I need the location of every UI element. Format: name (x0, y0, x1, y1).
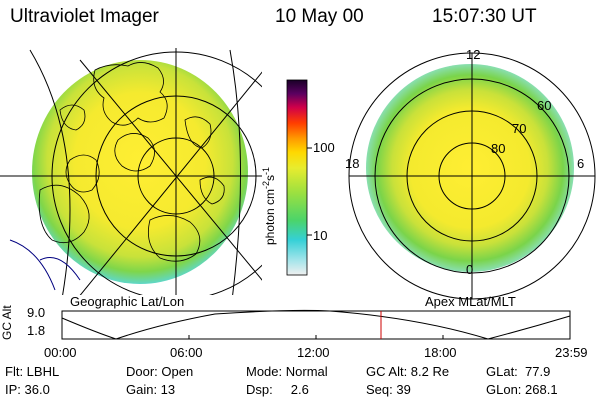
auroral-emission-right (366, 64, 574, 272)
timeline-ticks (188, 335, 444, 339)
timeline-ytick-9: 9.0 (27, 305, 46, 320)
info-ip: IP: 36.0 (5, 382, 50, 397)
image-time: 15:07:30 UT (432, 6, 537, 27)
info-filter: Flt: LBHL (5, 364, 60, 379)
apex-caption: Apex MLat/MLT (425, 294, 516, 309)
mlat-label-60: 60 (537, 98, 552, 113)
timeline-ytick-1.8: 1.8 (27, 323, 46, 338)
info-seq: Seq: 39 (366, 382, 411, 397)
colorbar-label-10: 10 (313, 228, 328, 243)
mlt-label-12: 12 (466, 47, 481, 62)
info-gc-alt: GC Alt: 8.2 Re (366, 364, 450, 379)
mlt-label-0: 0 (466, 262, 474, 277)
lat-lon-grid (0, 48, 262, 295)
colorbar-unit: photon cm-2s-1 (261, 166, 277, 245)
instrument-title: Ultraviolet Imager (10, 6, 159, 27)
info-door: Door: Open (126, 364, 194, 379)
info-dsp: Dsp: 2.6 (246, 382, 309, 397)
info-glon: GLon: 268.1 (486, 382, 558, 397)
image-date: 10 May 00 (275, 6, 364, 27)
timeline-x-0600: 06:00 (170, 345, 203, 360)
colorbar-label-100: 100 (313, 140, 335, 155)
auroral-emission-left (32, 60, 248, 284)
timeline-x-0000: 00:00 (44, 345, 77, 360)
mlat-mlt-image (348, 52, 596, 300)
mlat-label-80: 80 (491, 141, 506, 156)
mlat-grid (349, 53, 595, 299)
timeline-x-1800: 18:00 (424, 345, 457, 360)
coastline-blue (9, 239, 81, 291)
info-glat: GLat: 77.9 (486, 364, 551, 379)
timeline-x-2359: 23:59 (555, 345, 588, 360)
mlat-label-70: 70 (512, 121, 527, 136)
colorbar (286, 79, 308, 276)
altitude-plot-frame (61, 310, 571, 340)
geographic-image (0, 48, 262, 295)
mlt-label-6: 6 (577, 156, 585, 171)
coastline-outlines (38, 62, 225, 262)
timeline-ylabel: GC Alt (0, 305, 14, 340)
mlt-label-18: 18 (345, 156, 360, 171)
altitude-curve (61, 309, 571, 340)
timeline-x-1200: 12:00 (297, 345, 330, 360)
info-gain: Gain: 13 (126, 382, 176, 397)
geographic-caption: Geographic Lat/Lon (70, 294, 185, 309)
info-mode: Mode: Normal (246, 364, 328, 379)
